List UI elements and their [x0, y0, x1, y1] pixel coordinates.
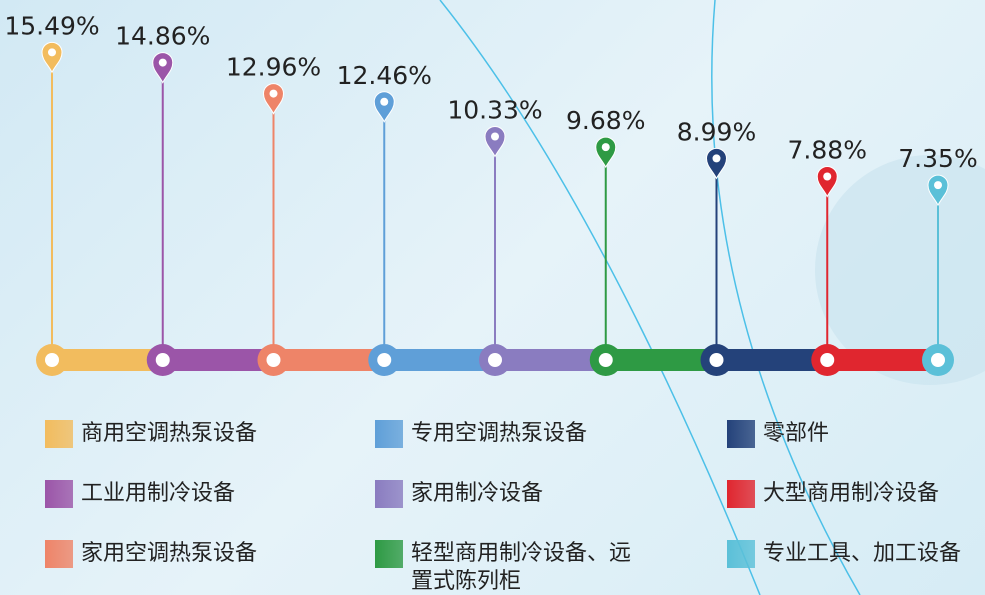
legend-label: 家用空调热泵设备 [81, 541, 258, 566]
legend-swatch [375, 420, 403, 448]
pin-dot [823, 172, 832, 181]
node-dot [155, 353, 170, 367]
legend-label: 家用制冷设备 [411, 481, 544, 506]
pin [484, 126, 506, 158]
legend-label: 零部件 [763, 421, 830, 446]
baseline-segment [273, 349, 385, 371]
value-label: 12.96% [226, 53, 321, 82]
pin-dot [48, 48, 56, 57]
legend-swatch [45, 540, 73, 568]
legend-item: 家用制冷设备 [375, 480, 641, 508]
pin-dot [158, 58, 167, 67]
value-label: 10.33% [447, 96, 542, 125]
legend-label: 专业工具、加工设备 [763, 541, 962, 566]
legend-swatch [375, 540, 403, 568]
pin [262, 83, 285, 115]
legend-swatch [727, 420, 755, 448]
value-label: 8.99% [677, 117, 756, 146]
baseline-segment [605, 349, 717, 371]
node-dot [266, 353, 281, 367]
pin-dot [380, 97, 389, 106]
legend-label: 专用空调热泵设备 [411, 421, 588, 446]
legend-swatch [727, 480, 755, 508]
decor-curve [439, 0, 761, 595]
value-label: 7.35% [898, 144, 977, 173]
node-dot [709, 353, 724, 367]
pin [595, 136, 617, 169]
legend-item: 商用空调热泵设备 [45, 420, 311, 448]
legend-item: 专用空调热泵设备 [375, 420, 641, 448]
value-label: 15.49% [4, 11, 99, 40]
legend-swatch [45, 480, 73, 508]
baseline-segment [716, 349, 828, 371]
decor-circle [815, 155, 985, 385]
legend-item: 工业用制冷设备 [45, 480, 311, 508]
pin [705, 147, 728, 180]
value-label: 9.68% [566, 106, 645, 135]
legend-swatch [45, 420, 73, 448]
legend-label: 轻型商用制冷设备、远置式陈列柜 [411, 541, 632, 594]
legend-item: 零部件 [727, 420, 985, 448]
pin-dot [601, 143, 610, 152]
baseline-segment [162, 349, 274, 371]
pin [41, 41, 63, 74]
value-label: 12.46% [337, 61, 432, 90]
legend-item: 专业工具、加工设备 [727, 540, 985, 568]
legend-swatch [727, 540, 755, 568]
legend-item: 大型商用制冷设备 [727, 480, 985, 508]
node-dot [931, 353, 945, 367]
pin [816, 165, 838, 198]
legend-item: 轻型商用制冷设备、远置式陈列柜 [375, 540, 641, 595]
node-dot [45, 353, 59, 367]
baseline-segment [52, 349, 163, 371]
node-dot [820, 353, 835, 367]
pin-dot [934, 181, 942, 190]
baseline-segment [384, 349, 495, 371]
pin [373, 91, 395, 123]
legend-label: 商用空调热泵设备 [81, 421, 258, 446]
value-label: 7.88% [788, 135, 867, 164]
baseline-segment [495, 349, 606, 371]
legend-item: 家用空调热泵设备 [45, 540, 311, 568]
legend-label: 大型商用制冷设备 [763, 481, 940, 506]
legend-swatch [375, 480, 403, 508]
pin-dot [269, 89, 278, 98]
node-dot [377, 353, 392, 367]
legend-label: 工业用制冷设备 [81, 481, 236, 506]
baseline-segment [827, 349, 938, 371]
pin [152, 52, 174, 84]
node-dot [598, 353, 613, 367]
value-label: 14.86% [115, 22, 210, 51]
node-dot [488, 353, 502, 367]
decor-curve [711, 0, 861, 595]
pin [927, 174, 949, 207]
pin-dot [712, 154, 721, 163]
pin-dot [491, 132, 499, 141]
